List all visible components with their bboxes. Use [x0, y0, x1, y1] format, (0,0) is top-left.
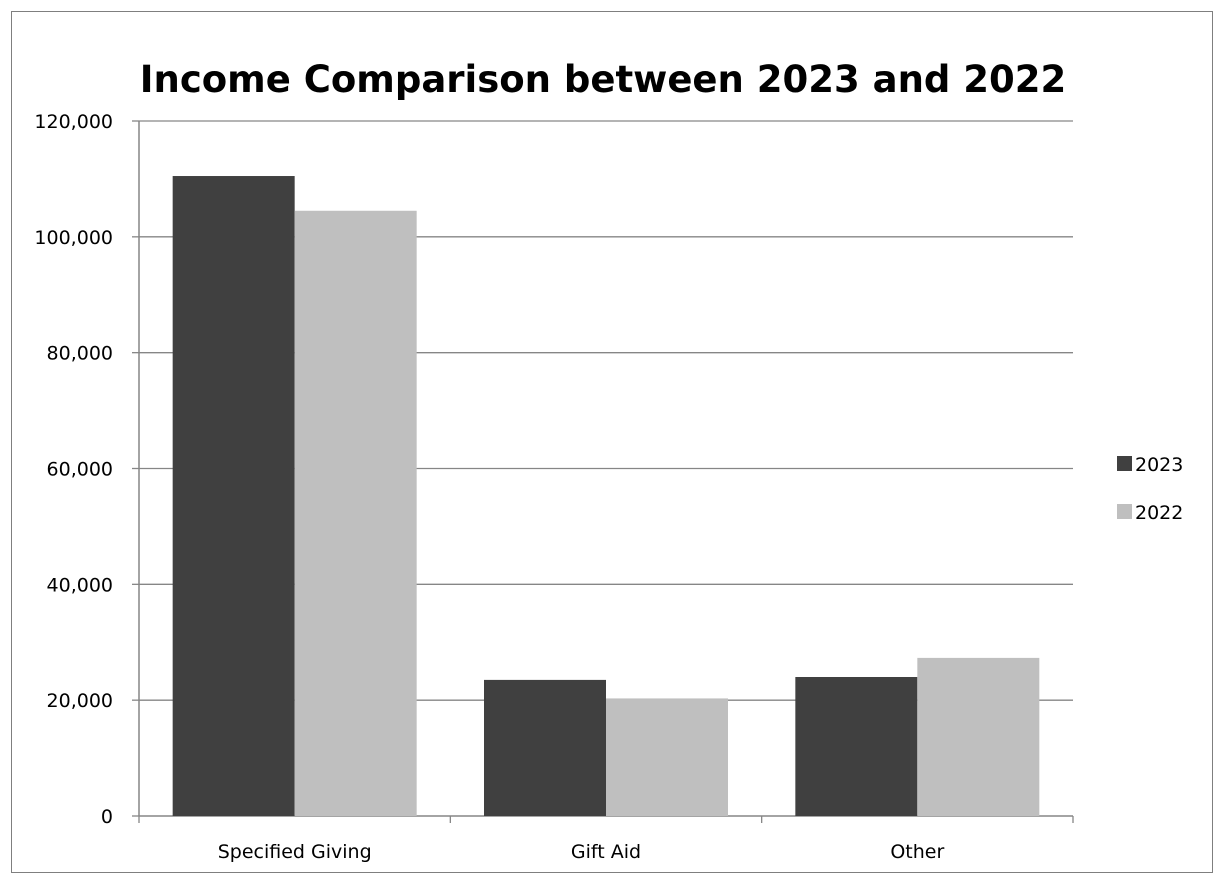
y-tick-label: 80,000 [47, 343, 113, 365]
legend: 2023 2022 [1117, 454, 1183, 524]
bar-2022 [294, 210, 417, 817]
y-tick-label: 100,000 [34, 227, 113, 249]
y-tick-label: 20,000 [47, 690, 113, 712]
legend-swatch [1117, 456, 1132, 471]
bar-2023 [172, 176, 295, 817]
y-tick-label: 120,000 [34, 111, 113, 133]
y-tick-label: 0 [101, 806, 113, 828]
bars [172, 176, 1040, 817]
legend-swatch [1117, 504, 1132, 519]
chart-title: Income Comparison between 2023 and 2022 [140, 58, 1067, 101]
x-tick-labels: Specified Giving Gift Aid Other [218, 841, 945, 863]
x-tick-label: Gift Aid [571, 841, 641, 863]
y-tick-label: 40,000 [47, 574, 113, 596]
bar-2023 [795, 677, 918, 816]
legend-label: 2023 [1135, 454, 1183, 476]
bar-2023 [484, 679, 606, 816]
bar-2022 [606, 698, 728, 816]
y-tick-label: 60,000 [47, 459, 113, 481]
bar-2022 [917, 657, 1040, 816]
y-tick-labels: 0 20,000 40,000 60,000 80,000 100,000 120,000 [34, 111, 113, 828]
x-tick-label: Other [890, 841, 944, 863]
legend-label: 2022 [1135, 502, 1183, 524]
x-tick-label: Specified Giving [218, 841, 372, 863]
